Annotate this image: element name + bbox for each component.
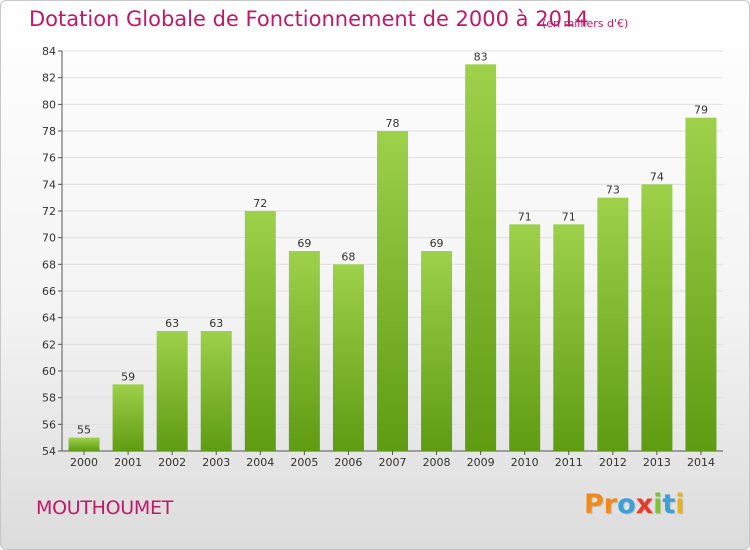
y-tick-label: 74	[42, 178, 56, 191]
x-tick-label-2004: 2004	[246, 456, 274, 469]
y-tick-label: 78	[42, 125, 56, 138]
bars	[68, 64, 717, 452]
chart-unit: (en milliers d'€)	[542, 17, 629, 30]
bar-2004	[244, 211, 276, 451]
data-label-2012: 73	[606, 184, 620, 197]
y-tick-label: 60	[42, 365, 56, 378]
y-tick-label: 54	[42, 445, 56, 458]
x-tick-label-2009: 2009	[467, 456, 495, 469]
bar-2011	[553, 224, 585, 451]
logo-letter: P	[584, 489, 604, 520]
commune-name: MOUTHOUMET	[36, 497, 174, 519]
data-labels: 55 59 63 63 72 69 68 78 69 83 71 71 73 74 79	[77, 50, 708, 436]
data-label-2011: 71	[562, 210, 576, 223]
bar-2014	[685, 117, 717, 452]
y-tick-label: 76	[42, 152, 56, 165]
x-tick-label-2002: 2002	[158, 456, 186, 469]
x-tick-label-2006: 2006	[334, 456, 362, 469]
data-label-2013: 74	[650, 170, 664, 183]
proxiti-logo: Proxiti	[584, 489, 685, 520]
x-tick-label-2000: 2000	[70, 456, 98, 469]
chart-title: Dotation Globale de Fonctionnement de 20…	[29, 7, 589, 31]
bar-2012	[597, 197, 629, 451]
bar-2002	[156, 331, 188, 451]
y-tick-label: 66	[42, 285, 56, 298]
data-label-2010: 71	[518, 210, 532, 223]
logo-letter: r	[603, 489, 618, 520]
data-label-2000: 55	[77, 424, 91, 437]
bar-2010	[509, 224, 541, 451]
y-tick-label: 62	[42, 338, 56, 351]
x-tick-label-2013: 2013	[643, 456, 671, 469]
y-tick-label: 70	[42, 232, 56, 245]
bar-2006	[332, 264, 364, 451]
y-tick-label: 80	[42, 98, 56, 111]
x-tick-label-2012: 2012	[599, 456, 627, 469]
data-label-2005: 69	[297, 237, 311, 250]
x-tick-label-2007: 2007	[379, 456, 407, 469]
data-label-2007: 78	[386, 117, 400, 130]
x-tick-label-2003: 2003	[202, 456, 230, 469]
y-tick-label: 64	[42, 312, 56, 325]
logo-letter: x	[635, 489, 654, 520]
x-tick-label-2001: 2001	[114, 456, 142, 469]
x-tick-label-2010: 2010	[511, 456, 539, 469]
y-tick-label: 72	[42, 205, 56, 218]
data-label-2008: 69	[430, 237, 444, 250]
bar-2003	[200, 331, 232, 451]
x-tick-label-2008: 2008	[423, 456, 451, 469]
y-tick-label: 84	[42, 45, 56, 58]
y-tick-label: 82	[42, 72, 56, 85]
bar-2001	[112, 384, 144, 451]
bar-2005	[288, 251, 320, 451]
logo-letter: o	[617, 489, 636, 520]
logo-letter: i	[675, 489, 685, 520]
bar-2013	[641, 184, 673, 452]
logo-letter: t	[662, 489, 676, 520]
data-label-2001: 59	[121, 370, 135, 383]
y-tick-label: 56	[42, 418, 56, 431]
data-label-2002: 63	[165, 317, 179, 330]
data-label-2009: 83	[474, 50, 488, 63]
data-label-2006: 68	[341, 250, 355, 263]
x-tick-label-2014: 2014	[687, 456, 715, 469]
bar-2009	[465, 64, 497, 452]
data-label-2014: 79	[694, 104, 708, 117]
bar-2008	[421, 251, 453, 451]
data-label-2004: 72	[253, 197, 267, 210]
data-label-2003: 63	[209, 317, 223, 330]
y-tick-label: 68	[42, 258, 56, 271]
bar-2000	[68, 437, 100, 451]
logo-letter: i	[653, 489, 663, 520]
x-tick-label-2011: 2011	[555, 456, 583, 469]
bar-2007	[377, 131, 408, 451]
y-tick-label: 58	[42, 392, 56, 405]
x-tick-label-2005: 2005	[290, 456, 318, 469]
